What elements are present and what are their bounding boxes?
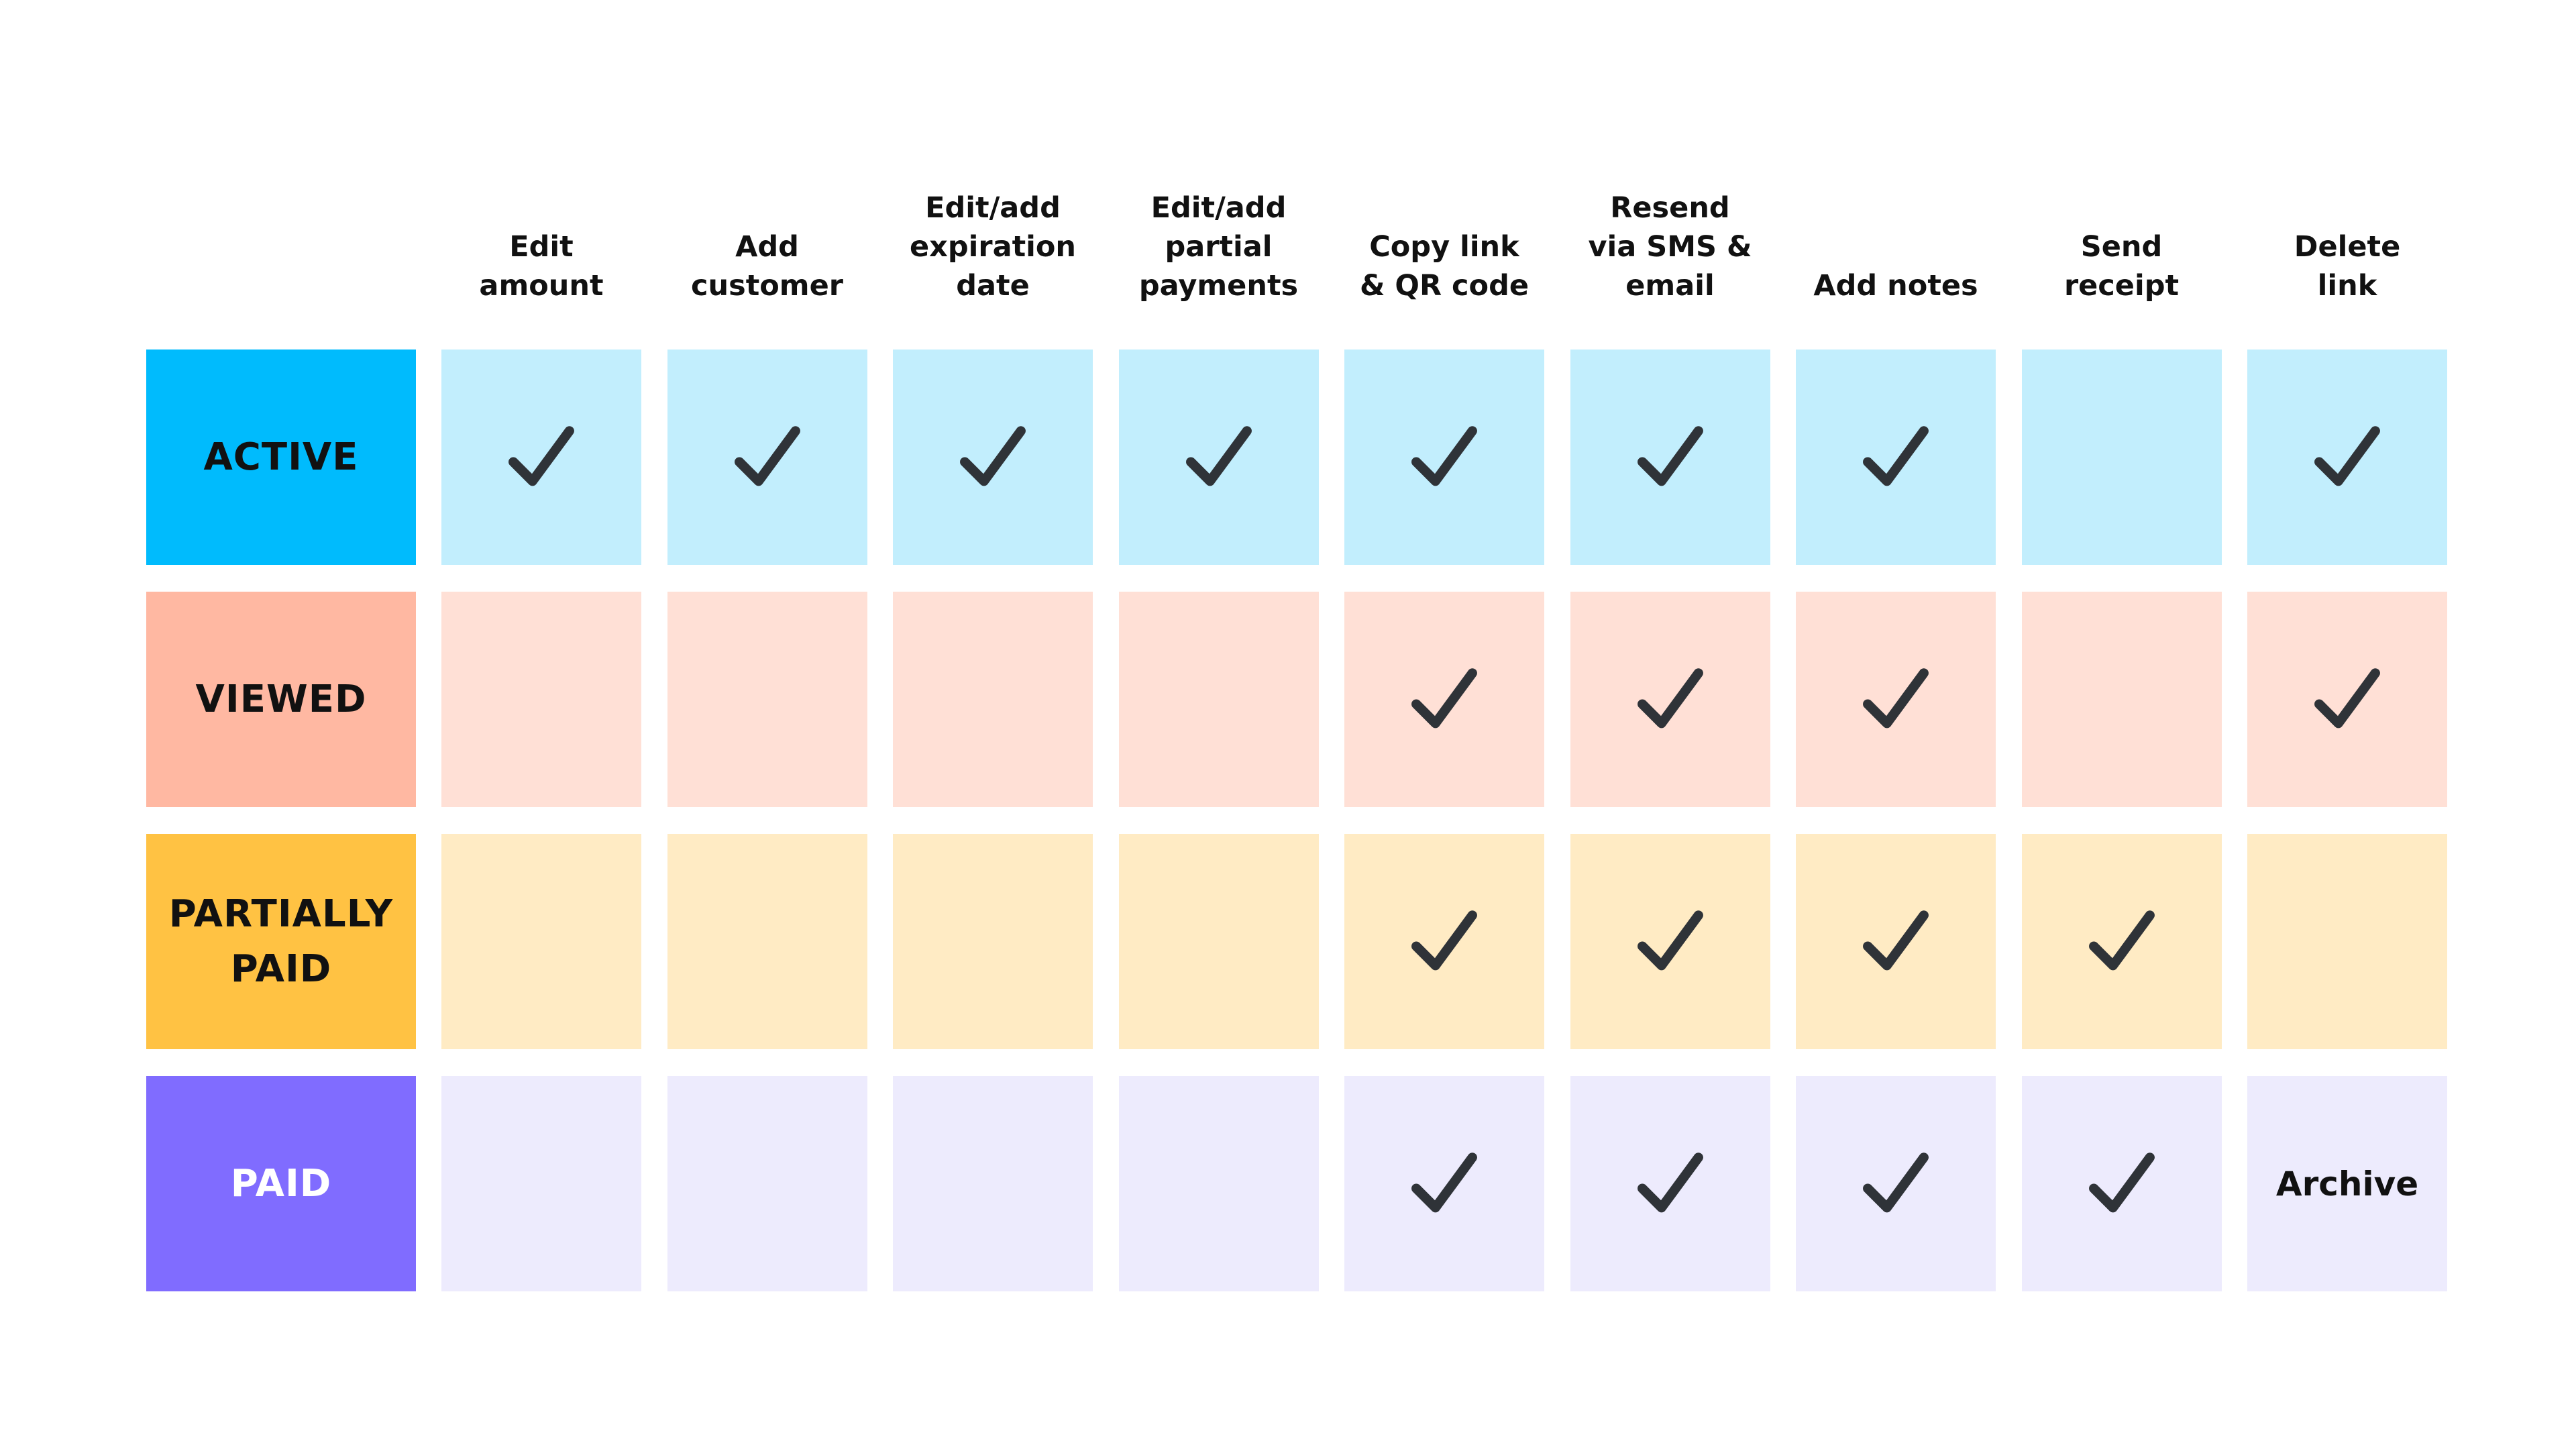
cell-partially-paid-delete-link — [2247, 834, 2447, 1049]
checkmark-icon — [1637, 1152, 1703, 1212]
checkmark-icon — [2314, 667, 2380, 728]
checkmark-icon — [1863, 1152, 1929, 1212]
status-label-viewed: VIEWED — [146, 592, 416, 807]
checkmark-icon — [1637, 667, 1703, 728]
cell-viewed-delete-link — [2247, 592, 2447, 807]
cell-paid-edit-expiration — [893, 1076, 1093, 1291]
cell-partially-paid-edit-amount — [441, 834, 641, 1049]
cell-viewed-edit-expiration — [893, 592, 1093, 807]
column-header-send-receipt: Send receipt — [2063, 230, 2180, 303]
checkmark-icon — [1411, 1152, 1477, 1212]
cell-viewed-edit-amount — [441, 592, 641, 807]
cell-partially-paid-edit-expiration — [893, 834, 1093, 1049]
checkmark-icon — [1411, 425, 1477, 486]
column-header-add-notes: Add notes — [1813, 269, 1978, 303]
checkmark-icon — [1411, 667, 1477, 728]
status-label-partially-paid: PARTIALLY PAID — [146, 834, 416, 1049]
checkmark-icon — [1863, 425, 1929, 486]
cell-active-edit-partial — [1118, 350, 1319, 565]
cell-active-edit-amount — [441, 350, 641, 565]
cell-viewed-copy-link — [1344, 592, 1544, 807]
column-header-add-customer: Add customer — [691, 230, 843, 303]
cell-partially-paid-copy-link — [1344, 834, 1544, 1049]
cell-viewed-edit-partial — [1118, 592, 1319, 807]
cell-active-add-notes — [1796, 350, 1996, 565]
cell-viewed-add-customer — [667, 592, 867, 807]
cell-active-send-receipt — [2021, 350, 2222, 565]
column-headers: Edit amount Add customer Edit/add expirati… — [0, 171, 2576, 305]
checkmark-icon — [2088, 910, 2155, 970]
checkmark-icon — [1411, 910, 1477, 970]
cell-paid-edit-amount — [441, 1076, 641, 1291]
column-header-edit-amount: Edit amount — [479, 230, 604, 303]
status-label-active: ACTIVE — [146, 350, 416, 565]
checkmark-icon — [1863, 667, 1929, 728]
cell-viewed-add-notes — [1796, 592, 1996, 807]
archive-label: Archive — [2275, 1164, 2419, 1203]
column-header-delete-link: Delete link — [2294, 230, 2401, 303]
column-header-copy-link: Copy link & QR code — [1359, 230, 1529, 303]
status-label-paid: PAID — [146, 1076, 416, 1291]
column-header-edit-expiration: Edit/add expiration date — [909, 191, 1077, 303]
checkmark-icon — [1637, 910, 1703, 970]
cell-partially-paid-edit-partial — [1118, 834, 1319, 1049]
checkmark-icon — [1637, 425, 1703, 486]
cell-active-delete-link — [2247, 350, 2447, 565]
cell-viewed-resend — [1570, 592, 1770, 807]
cell-active-resend — [1570, 350, 1770, 565]
column-header-resend: Resend via SMS & email — [1588, 191, 1752, 303]
checkmark-icon — [1185, 425, 1252, 486]
cell-paid-resend — [1570, 1076, 1770, 1291]
cell-partially-paid-add-notes — [1796, 834, 1996, 1049]
cell-partially-paid-add-customer — [667, 834, 867, 1049]
cell-paid-copy-link — [1344, 1076, 1544, 1291]
cell-paid-send-receipt — [2021, 1076, 2222, 1291]
cell-paid-add-customer — [667, 1076, 867, 1291]
cell-paid-delete-link: Archive — [2247, 1076, 2447, 1291]
cell-paid-edit-partial — [1118, 1076, 1319, 1291]
cell-partially-paid-resend — [1570, 834, 1770, 1049]
checkmark-icon — [734, 425, 800, 486]
column-header-edit-partial: Edit/add partial payments — [1138, 191, 1299, 303]
cell-viewed-send-receipt — [2021, 592, 2222, 807]
checkmark-icon — [960, 425, 1026, 486]
checkmark-icon — [508, 425, 574, 486]
cell-paid-add-notes — [1796, 1076, 1996, 1291]
cell-active-copy-link — [1344, 350, 1544, 565]
checkmark-icon — [1863, 910, 1929, 970]
cell-partially-paid-send-receipt — [2021, 834, 2222, 1049]
cell-active-add-customer — [667, 350, 867, 565]
checkmark-icon — [2088, 1152, 2155, 1212]
checkmark-icon — [2314, 425, 2380, 486]
cell-active-edit-expiration — [893, 350, 1093, 565]
